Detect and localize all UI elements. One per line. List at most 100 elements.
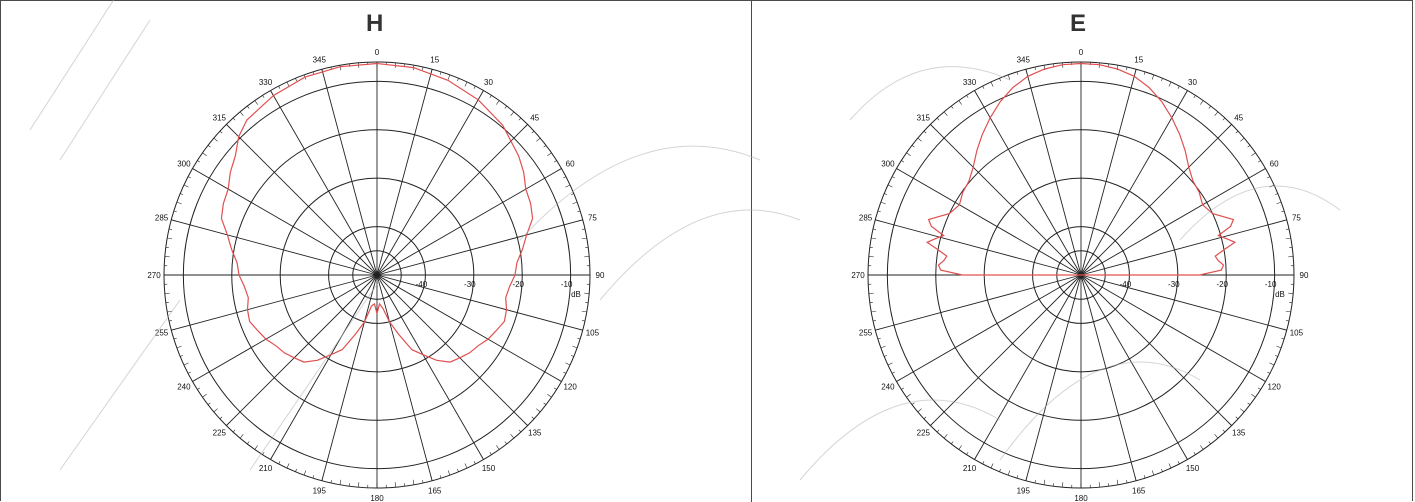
angle-label: 15 [1134, 56, 1143, 65]
rim-tick [262, 95, 265, 99]
radial-unit-label: dB [571, 290, 581, 299]
rim-tick [1269, 362, 1275, 366]
rim-tick [999, 468, 1001, 472]
spoke-line [376, 274, 562, 382]
angle-label: 75 [1292, 213, 1301, 222]
e-plane-title: E [1070, 10, 1087, 37]
spoke-line [875, 219, 1082, 276]
spoke-line [896, 274, 1082, 382]
angle-label: 315 [917, 113, 931, 122]
rim-tick [1016, 475, 1019, 479]
spoke-line [1080, 274, 1232, 426]
spoke-line [875, 274, 1082, 331]
rim-tick [1276, 201, 1282, 205]
rim-tick [887, 184, 893, 188]
rim-tick [1257, 387, 1261, 390]
rim-tick [923, 130, 927, 134]
rim-tick [213, 408, 218, 413]
rim-tick [581, 310, 587, 313]
rim-tick [489, 451, 492, 455]
angle-label: 45 [530, 113, 539, 122]
rim-tick [1285, 310, 1291, 313]
rim-tick [1193, 95, 1196, 99]
rim-tick [936, 117, 940, 121]
rim-tick [464, 463, 468, 469]
radial-unit-label: dB [1275, 290, 1285, 299]
rim-tick [872, 228, 877, 230]
rim-tick [536, 137, 541, 142]
spoke-line [376, 124, 528, 276]
spoke-line [376, 219, 583, 276]
rim-tick [247, 441, 250, 445]
rim-tick [563, 176, 567, 179]
angle-label: 225 [917, 429, 931, 438]
rim-tick [572, 345, 578, 349]
spoke-line [376, 274, 583, 331]
rim-tick [1151, 74, 1155, 80]
rim-tick [581, 320, 586, 322]
rim-tick [1285, 228, 1290, 230]
polar-grid [163, 61, 591, 489]
rim-tick [581, 228, 586, 230]
rim-tick [197, 387, 201, 390]
rim-tick [1274, 193, 1278, 195]
angle-label: 150 [482, 464, 496, 473]
rim-tick [278, 85, 281, 89]
rim-tick [464, 81, 468, 87]
rim-tick [877, 337, 881, 340]
rim-tick [531, 130, 535, 134]
rim-tick [496, 100, 500, 105]
rim-tick [1043, 479, 1046, 485]
rim-tick [1116, 479, 1119, 485]
rim-tick [1267, 176, 1271, 179]
spoke-line [1025, 274, 1082, 481]
rim-tick [1247, 145, 1251, 148]
rim-tick [457, 78, 459, 82]
rim-tick [958, 100, 962, 105]
rim-tick [176, 345, 182, 349]
angle-label: 345 [1017, 56, 1031, 65]
radial-tick-label: -10 [1265, 280, 1277, 289]
rim-tick [295, 468, 297, 472]
radial-tick-label: -40 [1120, 280, 1132, 289]
spoke-line [376, 274, 528, 426]
angle-label: 135 [1232, 429, 1246, 438]
rim-tick [213, 137, 218, 142]
rim-tick [207, 145, 211, 148]
spoke-line [171, 219, 378, 276]
spoke-line [321, 69, 378, 276]
rim-tick [891, 176, 895, 179]
angle-label: 240 [881, 383, 895, 392]
rim-tick [887, 362, 893, 366]
rim-tick [543, 402, 547, 405]
angle-label: 315 [213, 113, 227, 122]
radial-tick-label: -30 [464, 280, 476, 289]
spoke-line [226, 124, 378, 276]
rim-tick [943, 434, 948, 439]
rim-tick [553, 387, 557, 390]
angle-label: 120 [563, 383, 577, 392]
radial-tick-label: -10 [561, 280, 573, 289]
angle-label: 150 [1186, 464, 1200, 473]
angle-label: 270 [851, 271, 865, 280]
rim-tick [871, 310, 877, 313]
rim-tick [339, 479, 342, 485]
angle-label: 60 [1270, 160, 1279, 169]
angle-label: 105 [586, 329, 600, 338]
spoke-line [270, 274, 378, 460]
rim-tick [303, 470, 307, 476]
radial-tick-label: -30 [1168, 280, 1180, 289]
rim-tick [917, 408, 922, 413]
rim-tick [447, 74, 451, 80]
rim-tick [563, 371, 567, 374]
rim-tick [1281, 337, 1285, 340]
rim-tick [1269, 184, 1275, 188]
rim-tick [1276, 345, 1282, 349]
spoke-line [930, 124, 1082, 276]
rim-tick [1281, 210, 1285, 213]
spoke-line [192, 168, 378, 276]
angle-label: 285 [859, 213, 873, 222]
angle-label: 15 [430, 56, 439, 65]
rim-tick [504, 441, 507, 445]
rim-tick [473, 85, 476, 89]
